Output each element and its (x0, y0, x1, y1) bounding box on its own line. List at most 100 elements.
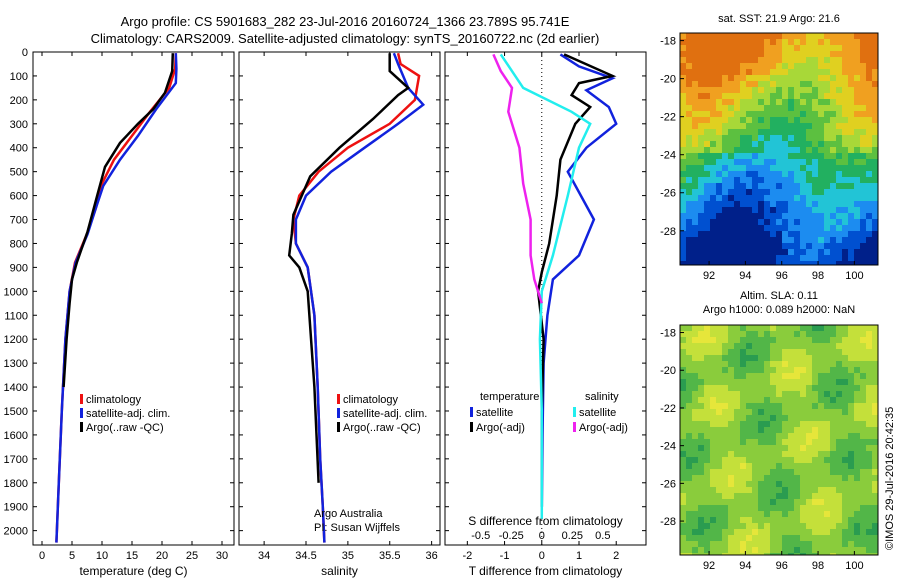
map-cell (698, 361, 704, 367)
map-cell (728, 111, 734, 117)
map-cell (794, 553, 800, 555)
map-cell (794, 403, 800, 409)
depth-tick-label: 1400 (4, 382, 28, 394)
map-cell (818, 177, 824, 183)
map-cell (824, 445, 830, 451)
map-cell (794, 421, 800, 427)
map-cell (710, 505, 716, 511)
map-cell (728, 355, 734, 361)
map-cell (848, 33, 854, 39)
map-cell (860, 343, 866, 349)
map-cell (854, 63, 860, 69)
map-cell (722, 331, 728, 337)
map-cell (854, 177, 860, 183)
map-cell (686, 439, 692, 445)
map-cell (842, 51, 848, 57)
map-cell (854, 439, 860, 445)
map-cell (710, 141, 716, 147)
map-cell (830, 201, 836, 207)
map-cell (686, 105, 692, 111)
map-cell (830, 463, 836, 469)
map-cell (686, 457, 692, 463)
map-cell (692, 249, 698, 255)
map-cell (818, 439, 824, 445)
map-cell (728, 511, 734, 517)
map-cell (800, 421, 806, 427)
map-cell (860, 207, 866, 213)
series-line-climatology (55, 53, 178, 543)
map-cell (692, 177, 698, 183)
map-cell (692, 355, 698, 361)
map-lon-label: 94 (739, 270, 751, 282)
map-cell (848, 391, 854, 397)
map-cell (686, 63, 692, 69)
map-cell (764, 183, 770, 189)
map-cell (836, 481, 842, 487)
map-cell (800, 325, 806, 331)
map-cell (794, 469, 800, 475)
map-cell (860, 529, 866, 535)
map-cell (782, 141, 788, 147)
map-cell (836, 553, 842, 555)
map-cell (680, 213, 686, 219)
map-cell (722, 427, 728, 433)
map-cell (800, 39, 806, 45)
map-cell (866, 213, 872, 219)
map-cell (764, 249, 770, 255)
map-cell (692, 165, 698, 171)
map-cell (872, 195, 878, 201)
map-cell (830, 499, 836, 505)
map-cell (728, 541, 734, 547)
map-cell (776, 117, 782, 123)
map-cell (854, 123, 860, 129)
map-cell (854, 39, 860, 45)
map-cell (764, 445, 770, 451)
map-cell (752, 547, 758, 553)
map-cell (842, 249, 848, 255)
map-cell (842, 45, 848, 51)
map-cell (710, 541, 716, 547)
legend-label: Argo(..raw -QC) (86, 422, 164, 434)
map-cell (764, 325, 770, 331)
map-cell (836, 505, 842, 511)
map-cell (848, 349, 854, 355)
map-cell (782, 421, 788, 427)
map-cell (740, 481, 746, 487)
map-cell (860, 451, 866, 457)
map-cell (848, 493, 854, 499)
map-cell (698, 505, 704, 511)
x-tick-label: 15 (126, 550, 138, 562)
map-cell (812, 147, 818, 153)
map-cell (860, 117, 866, 123)
map-cell (830, 517, 836, 523)
map-lon-label: 96 (776, 560, 788, 572)
map-cell (770, 427, 776, 433)
map-cell (800, 159, 806, 165)
depth-tick-label: 200 (10, 95, 28, 107)
map-cell (686, 237, 692, 243)
map-cell (686, 379, 692, 385)
map-cell (692, 81, 698, 87)
map-cell (788, 87, 794, 93)
map-cell (764, 397, 770, 403)
map-cell (734, 237, 740, 243)
map-cell (866, 75, 872, 81)
map-cell (770, 529, 776, 535)
map-cell (758, 361, 764, 367)
map-cell (710, 219, 716, 225)
map-cell (836, 517, 842, 523)
map-cell (716, 535, 722, 541)
map-cell (764, 171, 770, 177)
map-cell (830, 231, 836, 237)
map-cell (770, 255, 776, 261)
map-cell (692, 147, 698, 153)
map-cell (788, 325, 794, 331)
x-tick-label: 1 (576, 550, 582, 562)
map-cell (866, 99, 872, 105)
map-cell (818, 517, 824, 523)
map-cell (824, 129, 830, 135)
map-cell (758, 541, 764, 547)
map-cell (758, 331, 764, 337)
map-cell (686, 69, 692, 75)
map-cell (746, 373, 752, 379)
